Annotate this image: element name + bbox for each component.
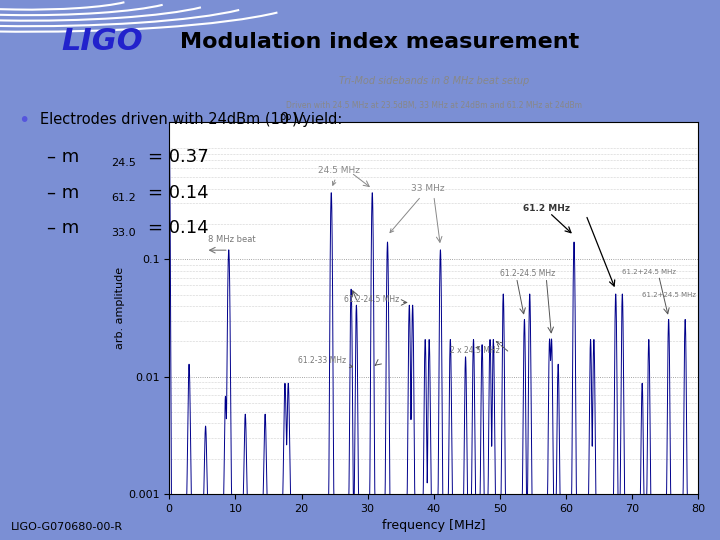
Text: 61.2-24.5 MHz: 61.2-24.5 MHz (500, 269, 555, 278)
Text: 24.5 MHz: 24.5 MHz (318, 166, 360, 185)
Text: LIGO-G070680-00-R: LIGO-G070680-00-R (11, 522, 123, 532)
Text: Driven with 24.5 MHz at 23.5dBM, 33 MHz at 24dBm and 61.2 MHz at 24dBm: Driven with 24.5 MHz at 23.5dBM, 33 MHz … (286, 102, 582, 110)
Y-axis label: arb. amplitude: arb. amplitude (115, 267, 125, 349)
Text: 61.2: 61.2 (112, 193, 136, 204)
Text: – m: – m (47, 219, 79, 237)
Text: LIGO: LIGO (61, 28, 143, 56)
Text: pp: pp (279, 112, 292, 122)
Text: = 0.37: = 0.37 (148, 148, 208, 166)
Text: – m: – m (47, 184, 79, 201)
Text: = 0.14: = 0.14 (148, 219, 208, 237)
Text: – m: – m (47, 148, 79, 166)
Text: 61.2-24.5 MHz: 61.2-24.5 MHz (344, 295, 400, 305)
Text: 33 MHz: 33 MHz (390, 185, 444, 233)
Text: ) yield:: ) yield: (292, 112, 342, 127)
Text: •: • (18, 111, 30, 130)
Text: 61.2-33 MHz: 61.2-33 MHz (298, 356, 353, 368)
Text: Electrodes driven with 24dBm (10 V: Electrodes driven with 24dBm (10 V (40, 112, 303, 127)
Text: Tri-Mod sidebands in 8 MHz beat setup: Tri-Mod sidebands in 8 MHz beat setup (338, 76, 529, 86)
Text: 33.0: 33.0 (112, 228, 136, 239)
Text: Modulation index measurement: Modulation index measurement (180, 32, 580, 52)
Text: = 0.14: = 0.14 (148, 184, 208, 201)
Text: 61.2+24.5 MHz: 61.2+24.5 MHz (622, 269, 676, 275)
Text: 61.2 MHz: 61.2 MHz (523, 204, 570, 213)
Text: 2 x 24.5 MHz: 2 x 24.5 MHz (450, 346, 500, 355)
Text: 24.5: 24.5 (112, 158, 137, 168)
Text: 61.2+24.5 MHz: 61.2+24.5 MHz (642, 292, 696, 298)
X-axis label: frequency [MHz]: frequency [MHz] (382, 519, 485, 532)
Text: 8 MHz beat: 8 MHz beat (207, 235, 255, 244)
